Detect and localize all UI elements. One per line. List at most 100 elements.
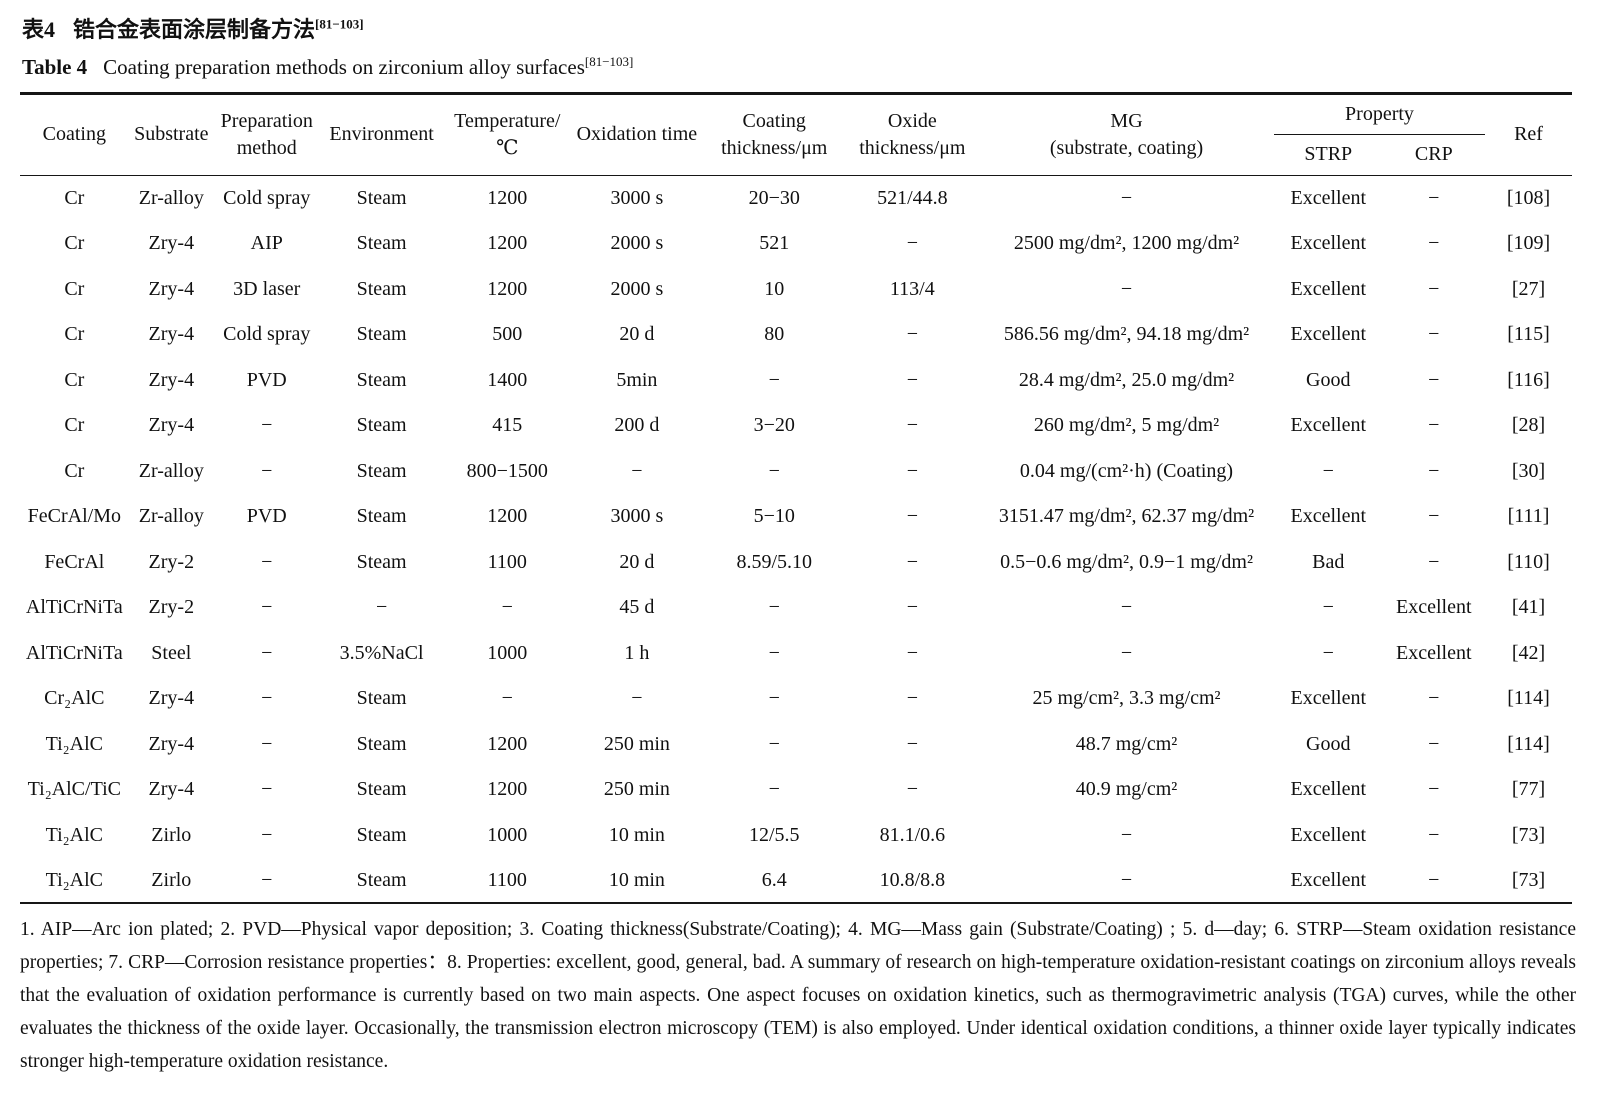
table-cell: − [1322, 596, 1334, 618]
table-cell: Zry-4 [148, 277, 195, 300]
header-property: Property [1273, 93, 1486, 135]
table-row: Ti₂AlC Zirlo − Steam 1100 10 min 6.4 10.8/8.8 − E… [20, 858, 1572, 904]
table-cell: Excellent [1396, 641, 1472, 664]
table-cell: Ti₂AlC [45, 868, 103, 891]
table-cell: [108] [1506, 186, 1551, 209]
table-cell: Cr [64, 414, 85, 436]
table-row: Cr Zr-alloy Cold spray Steam 1200 3000 s 20−30… [20, 175, 1572, 221]
table-cell: [77] [1511, 778, 1546, 800]
table-cell: 6.4 [761, 868, 787, 891]
table-cell: − [261, 459, 273, 482]
table-cell: Steam [356, 323, 407, 345]
table-cell: FeCrAl/Mo [27, 505, 121, 527]
table-cell: 1000 [487, 823, 528, 846]
table-cell: Excellent [1396, 596, 1472, 618]
table-title-zh: 表4 锆合金表面涂层制备方法[81−103] [22, 16, 1576, 44]
table-cell: 1 h [624, 641, 650, 664]
table-cell: − [906, 323, 918, 345]
table-row: Ti₂AlC/TiC Zry-4 − Steam 1200 250 min − − 40.9 m… [20, 767, 1572, 813]
table-row: Cr₂AlC Zry-4 − Steam − − − − 25 mg/cm², 3.3 mg/c… [20, 676, 1572, 722]
table-cell: − [261, 687, 273, 709]
table-cell: Zr-alloy [138, 459, 204, 482]
table-cell: Steam [356, 368, 407, 391]
table-cell: 586.56 mg/dm², 94.18 mg/dm² [1003, 323, 1250, 345]
header-crp: CRP [1414, 143, 1453, 166]
table-cell: 1200 [487, 277, 528, 300]
citation-superscript-zh: [81−103] [315, 16, 364, 32]
table-row: FeCrAl/Mo Zr-alloy PVD Steam 1200 3000 s 5−10 −… [20, 494, 1572, 540]
table-cell: − [906, 459, 918, 482]
table-cell: 2000 s [610, 277, 664, 300]
table-cell: [27] [1511, 277, 1546, 300]
table-cell: Good [1306, 368, 1351, 391]
table-row: Cr Zr-alloy − Steam 800−1500 − − − 0.04 mg/(cm²·… [20, 448, 1572, 494]
table-row: Cr Zry-4 − Steam 415 200 d 3−20 − 260 mg/dm², 5 … [20, 403, 1572, 449]
table-cell: 25 mg/cm², 3.3 mg/cm² [1032, 687, 1221, 709]
table-cell: PVD [246, 505, 287, 527]
table-cell: Cr [64, 459, 85, 482]
table-cell: 10 min [608, 868, 665, 891]
table-cell: − [631, 687, 643, 709]
table-cell: − [1428, 687, 1440, 709]
table-cell: [114] [1507, 732, 1550, 755]
table-cell: AIP [250, 232, 283, 254]
table-cell: Steam [356, 505, 407, 527]
table-cell: 3D laser [233, 277, 301, 300]
table-cell: Excellent [1290, 687, 1367, 709]
table-cell: 2500 mg/dm², 1200 mg/dm² [1013, 232, 1240, 254]
table-cell: Zry-4 [148, 732, 195, 755]
table-cell: − [1428, 778, 1440, 800]
table-cell: Cr [64, 323, 85, 345]
table-cell: Zirlo [151, 823, 192, 846]
table-cell: 48.7 mg/cm² [1075, 732, 1178, 755]
table-cell: − [1120, 277, 1133, 300]
table-cell: − [768, 778, 780, 800]
table-cell: 5min [616, 368, 658, 391]
table-title-en: Table 4 Coating preparation methods on zi… [22, 54, 1576, 80]
table-cell: Steam [356, 732, 407, 755]
table-cell: 20 d [619, 550, 655, 573]
table-cell: 3−20 [753, 414, 795, 436]
table-cell: 0.04 mg/(cm²·h) (Coating) [1019, 459, 1234, 482]
table-cell: − [906, 596, 918, 618]
table-cell: [73] [1511, 868, 1546, 891]
table-cell: 3000 s [610, 186, 664, 209]
table-cell: Excellent [1290, 868, 1367, 891]
table-cell: − [768, 596, 780, 618]
table-cell: − [1428, 232, 1440, 254]
table-label-zh: 表4 [22, 17, 56, 42]
table-cell: 10 min [608, 823, 665, 846]
table-cell: − [1428, 505, 1440, 527]
table-cell: Steam [356, 550, 407, 573]
table-cell: 1200 [487, 232, 528, 254]
table-cell: − [261, 778, 273, 800]
table-cell: − [1120, 868, 1133, 891]
table-cell: Steam [356, 277, 407, 300]
table-cell: − [1428, 868, 1440, 891]
table-cell: − [1428, 186, 1440, 209]
table-cell: 0.5−0.6 mg/dm², 0.9−1 mg/dm² [1000, 550, 1253, 573]
header-preparation-method: Preparation method [220, 109, 313, 159]
table-cell: Ti₂AlC [45, 823, 103, 846]
table-cell: − [906, 550, 918, 573]
table-cell: 521 [759, 232, 790, 254]
table-header: Coating Substrate Preparation method Env… [20, 93, 1572, 176]
table-cell: 1200 [487, 732, 528, 755]
table-cell: − [768, 368, 780, 391]
table-cell: − [1428, 823, 1440, 846]
table-row: Cr Zry-4 AIP Steam 1200 2000 s 521 − 2500 mg/dm²… [20, 221, 1572, 267]
table-cell: Excellent [1290, 277, 1367, 300]
table-cell: [111] [1507, 505, 1550, 527]
table-cell: Cr₂AlC [44, 687, 105, 709]
table-cell: − [501, 596, 513, 618]
table-cell: 260 mg/dm², 5 mg/dm² [1033, 414, 1220, 436]
table-cell: − [1120, 641, 1133, 664]
table-cell: Bad [1312, 550, 1345, 573]
table-footnote: 1. AIP—Arc ion plated; 2. PVD—Physical v… [20, 919, 1576, 1073]
table-cell: Ti₂AlC/TiC [27, 778, 121, 800]
table-cell: 500 [492, 323, 523, 345]
table-cell: − [906, 368, 918, 391]
table-cell: PVD [246, 368, 287, 391]
table-cell: − [1322, 459, 1334, 482]
table-row: Cr Zry-4 Cold spray Steam 500 20 d 80 − 586.56 m… [20, 312, 1572, 358]
